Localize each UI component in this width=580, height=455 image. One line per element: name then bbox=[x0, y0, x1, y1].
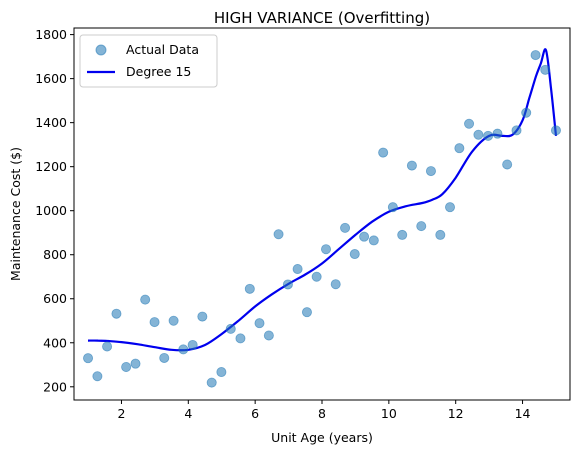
data-point bbox=[254, 318, 265, 329]
legend-label-degree-15: Degree 15 bbox=[126, 64, 191, 79]
data-point bbox=[282, 279, 293, 290]
data-point bbox=[130, 358, 141, 369]
x-axis-label: Unit Age (years) bbox=[271, 430, 373, 445]
x-tick-label: 8 bbox=[318, 406, 326, 421]
data-point bbox=[397, 229, 408, 240]
data-point bbox=[140, 294, 151, 305]
y-tick-label: 1000 bbox=[35, 203, 67, 218]
y-tick-label: 1800 bbox=[35, 27, 67, 42]
x-tick-label: 2 bbox=[117, 406, 125, 421]
data-point bbox=[83, 353, 94, 364]
data-point bbox=[168, 315, 179, 326]
data-point bbox=[197, 311, 208, 322]
data-point bbox=[387, 202, 398, 213]
data-point bbox=[111, 308, 122, 319]
y-tick-label: 400 bbox=[43, 335, 67, 350]
data-point bbox=[311, 271, 322, 282]
data-point bbox=[340, 222, 351, 233]
points-layer bbox=[83, 50, 561, 388]
y-tick-label: 1200 bbox=[35, 159, 67, 174]
curve-layer bbox=[87, 48, 558, 352]
y-tick-label: 200 bbox=[43, 379, 67, 394]
x-tick-label: 12 bbox=[448, 406, 464, 421]
data-point bbox=[349, 249, 360, 260]
x-axis: 2 4 6 8 10 12 14 bbox=[117, 400, 531, 421]
data-point bbox=[445, 202, 456, 213]
data-point bbox=[530, 50, 541, 61]
y-tick-label: 600 bbox=[43, 291, 67, 306]
data-point bbox=[454, 143, 465, 154]
legend: Actual Data Degree 15 bbox=[79, 34, 218, 88]
legend-marker-actual-data bbox=[95, 44, 107, 56]
data-point bbox=[178, 344, 189, 355]
data-point bbox=[416, 221, 427, 232]
x-tick-label: 10 bbox=[381, 406, 397, 421]
y-tick-label: 1600 bbox=[35, 71, 67, 86]
data-point bbox=[540, 64, 551, 75]
data-point bbox=[244, 283, 255, 294]
data-point bbox=[464, 118, 475, 129]
data-point bbox=[292, 264, 303, 275]
data-point bbox=[550, 125, 561, 136]
x-tick-label: 14 bbox=[515, 406, 531, 421]
x-tick-label: 4 bbox=[184, 406, 192, 421]
data-point bbox=[263, 330, 274, 341]
data-point bbox=[301, 307, 312, 318]
plot-area bbox=[73, 27, 571, 401]
data-point bbox=[102, 341, 113, 352]
data-point bbox=[159, 352, 170, 363]
degree-15-curve bbox=[87, 48, 558, 352]
y-tick-label: 1400 bbox=[35, 115, 67, 130]
x-tick-label: 6 bbox=[251, 406, 259, 421]
data-point bbox=[216, 367, 227, 378]
data-point bbox=[187, 339, 198, 350]
y-tick-label: 800 bbox=[43, 247, 67, 262]
data-point bbox=[92, 371, 103, 382]
y-axis-label: Maintenance Cost ($) bbox=[8, 147, 23, 281]
data-point bbox=[473, 129, 484, 140]
data-point bbox=[502, 159, 513, 170]
data-point bbox=[425, 166, 436, 177]
data-point bbox=[235, 333, 246, 344]
chart-title: HIGH VARIANCE (Overfitting) bbox=[214, 9, 430, 27]
data-point bbox=[206, 377, 217, 388]
legend-label-actual-data: Actual Data bbox=[126, 42, 199, 57]
legend-box bbox=[79, 34, 218, 88]
data-point bbox=[330, 279, 341, 290]
data-point bbox=[521, 107, 532, 118]
data-point bbox=[492, 128, 503, 139]
data-point bbox=[435, 229, 446, 240]
y-axis: 200 400 600 800 1000 1200 1400 1600 1800 bbox=[35, 27, 74, 394]
data-point bbox=[483, 130, 494, 141]
data-point bbox=[359, 231, 370, 242]
data-point bbox=[273, 229, 284, 240]
data-point bbox=[225, 323, 236, 334]
data-point bbox=[406, 160, 417, 171]
data-point bbox=[321, 244, 332, 255]
data-point bbox=[121, 361, 132, 372]
data-point bbox=[511, 125, 522, 136]
data-point bbox=[378, 147, 389, 158]
data-point bbox=[368, 235, 379, 246]
data-point bbox=[149, 317, 160, 328]
